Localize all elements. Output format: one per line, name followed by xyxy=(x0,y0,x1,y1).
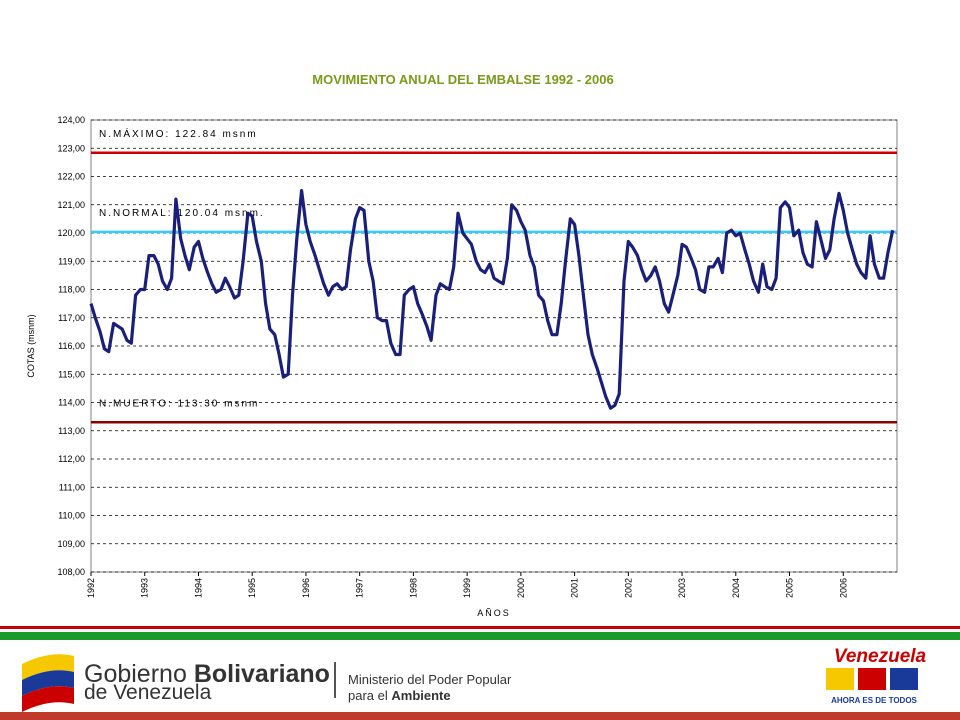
x-tick-label: 2003 xyxy=(677,578,687,598)
gov-name: Gobierno Bolivariano xyxy=(84,660,330,688)
x-tick-label: 1998 xyxy=(408,578,418,598)
reference-label: N.MÁXIMO: 122.84 msnm xyxy=(99,127,258,140)
reference-label: N.MUERTO: 113.30 msnm xyxy=(99,398,259,409)
gov-name-2: de Venezuela xyxy=(84,681,212,704)
x-tick-label: 1995 xyxy=(247,578,257,598)
ministry-2: para el Ambiente xyxy=(348,688,451,703)
reference-label: N.NORMAL: 120.04 msnm. xyxy=(99,208,265,219)
y-tick-label: 122,00 xyxy=(57,172,85,182)
x-tick-label: 2000 xyxy=(516,578,526,598)
brand: Venezuela xyxy=(834,646,927,667)
separator xyxy=(334,662,336,698)
x-tick-label: 2005 xyxy=(785,578,795,598)
y-tick-label: 121,00 xyxy=(57,200,85,210)
y-tick-label: 119,00 xyxy=(58,256,85,266)
x-tick-label: 1996 xyxy=(301,578,311,598)
y-tick-label: 123,00 xyxy=(57,143,85,153)
footer-stripe-red xyxy=(0,626,960,629)
x-tick-label: 1999 xyxy=(462,578,472,598)
data-line xyxy=(89,189,895,410)
x-tick-label: 1992 xyxy=(86,578,96,598)
y-tick-label: 112,00 xyxy=(58,454,85,464)
y-axis-label: COTAS (msnm) xyxy=(26,314,36,377)
y-tick-label: 115,00 xyxy=(58,369,85,379)
gov-logo-flag xyxy=(22,654,74,712)
x-tick-label: 1994 xyxy=(193,578,203,598)
footer-stripe-green xyxy=(0,632,960,640)
y-tick-label: 110,00 xyxy=(58,511,85,521)
chart-layer: 108,00 109,00 110,00 111,00 112,00 113,00 114,… xyxy=(57,115,897,598)
slogan: AHORA ES DE TODOS xyxy=(831,696,917,705)
x-tick-label: 2001 xyxy=(570,578,580,598)
y-tick-label: 111,00 xyxy=(59,482,85,492)
y-tick-label: 108,00 xyxy=(57,567,85,577)
y-tick-label: 117,00 xyxy=(58,313,85,323)
x-tick-label: 1997 xyxy=(355,578,365,598)
brand-figures xyxy=(826,668,918,690)
footer: Gobierno Bolivariano de Venezuela Minist… xyxy=(0,626,960,720)
y-tick-label: 124,00 xyxy=(57,115,85,125)
y-tick-label: 114,00 xyxy=(58,398,85,408)
y-tick-label: 113,00 xyxy=(58,426,85,436)
x-tick-label: 2004 xyxy=(731,578,741,598)
y-tick-label: 120,00 xyxy=(57,228,85,238)
y-tick-label: 109,00 xyxy=(57,539,85,549)
ministry-1: Ministerio del Poder Popular xyxy=(348,672,512,687)
x-axis-label: AÑOS xyxy=(477,608,511,618)
y-tick-label: 118,00 xyxy=(58,285,85,295)
x-tick-label: 2006 xyxy=(838,578,848,598)
x-tick-label: 2002 xyxy=(623,578,633,598)
y-tick-label: 116,00 xyxy=(58,341,85,351)
x-tick-label: 1993 xyxy=(140,578,150,598)
footer-stripe-bottom xyxy=(0,712,960,720)
chart-title: MOVIMIENTO ANUAL DEL EMBALSE 1992 - 2006 xyxy=(312,72,613,87)
